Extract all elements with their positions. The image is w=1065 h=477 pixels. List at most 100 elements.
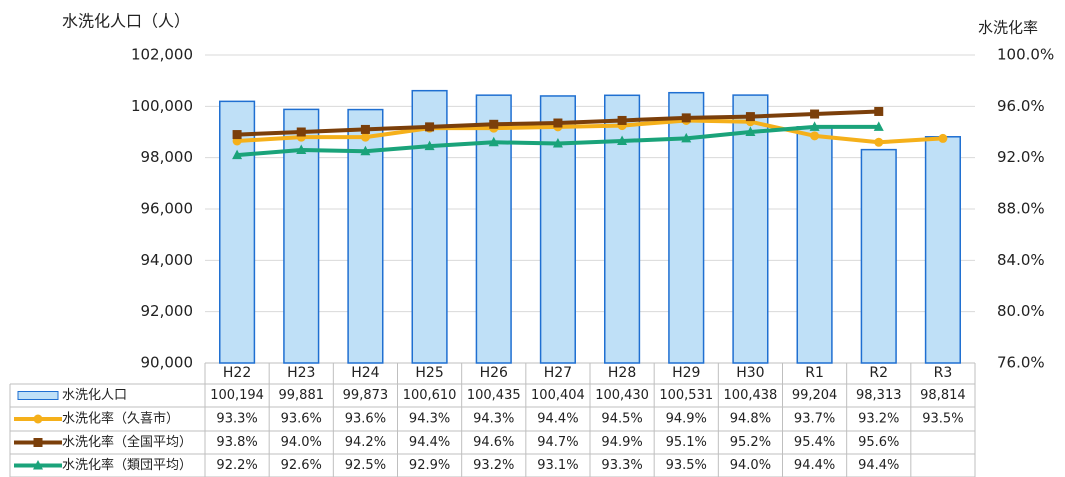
point: [360, 145, 371, 156]
x-tick-label: H30: [736, 365, 764, 381]
table-cell: 98,313: [856, 388, 902, 403]
x-tick-label: H26: [480, 365, 508, 381]
table-cell: 94.2%: [345, 435, 386, 450]
y2-axis-title: 水洗化率: [978, 19, 1038, 37]
table-cell: 94.5%: [601, 412, 642, 427]
point: [489, 119, 499, 129]
table-cell: 94.9%: [666, 412, 707, 427]
y2-tick-label: 76.0%: [997, 354, 1045, 372]
table-cell: 98,814: [920, 388, 966, 403]
point: [552, 138, 563, 148]
table-cell: 93.6%: [345, 412, 386, 427]
table-cell: 95.4%: [794, 435, 835, 450]
table-cell: 100,610: [403, 388, 457, 403]
table-cell: 95.2%: [730, 435, 771, 450]
x-tick-label: H24: [351, 365, 379, 381]
point: [681, 132, 692, 143]
y-axis-title: 水洗化人口（人）: [62, 12, 190, 31]
table-cell: 93.2%: [858, 412, 899, 427]
table-cell: 94.0%: [730, 458, 771, 473]
legend-label: 水洗化率（類団平均）: [62, 457, 192, 473]
point: [810, 109, 820, 119]
point: [617, 135, 628, 145]
table-cell: 93.1%: [537, 458, 578, 473]
point: [488, 136, 499, 147]
point: [874, 137, 884, 147]
point: [425, 122, 435, 132]
x-tick-label: H29: [672, 365, 700, 381]
table-cell: 94.4%: [858, 458, 899, 473]
point: [810, 131, 820, 141]
table-cell: 94.4%: [537, 412, 578, 427]
table-cell: 94.8%: [730, 412, 771, 427]
table-cell: 100,430: [595, 388, 649, 403]
legend-label: 水洗化人口: [62, 388, 127, 403]
x-tick-label: R1: [805, 365, 824, 381]
bar: [539, 95, 576, 364]
bar: [475, 94, 512, 364]
table-cell: 99,873: [343, 388, 389, 403]
point: [33, 460, 43, 470]
point: [33, 438, 43, 447]
table-cell: 100,194: [210, 388, 264, 403]
y2-tick-label: 100.0%: [997, 46, 1054, 64]
table-cell: 99,881: [279, 388, 325, 403]
y2-tick-label: 92.0%: [997, 148, 1045, 166]
table-cell: 92.2%: [216, 458, 257, 473]
table-cell: 93.5%: [922, 412, 963, 427]
point: [745, 126, 756, 136]
table-cell: 94.0%: [281, 435, 322, 450]
bar: [796, 126, 833, 364]
x-tick-label: H23: [287, 365, 315, 381]
table-cell: 93.2%: [473, 458, 514, 473]
point: [873, 121, 884, 131]
table-cell: 94.4%: [794, 458, 835, 473]
point: [360, 124, 370, 134]
x-tick-label: H22: [223, 365, 251, 381]
table-cell: 94.6%: [473, 435, 514, 450]
y-tick-label: 94,000: [141, 251, 194, 269]
table-cell: 100,404: [531, 388, 585, 403]
point: [232, 149, 243, 160]
y-tick-label: 98,000: [141, 148, 194, 166]
y-tick-label: 100,000: [131, 97, 193, 115]
y-tick-label: 96,000: [141, 200, 194, 218]
legend-label: 水洗化率（全国平均）: [62, 434, 192, 450]
y2-tick-label: 84.0%: [997, 251, 1045, 269]
table-cell: 100,531: [659, 388, 713, 403]
table-cell: 93.3%: [601, 458, 642, 473]
table-cell: 92.9%: [409, 458, 450, 473]
table-cell: 94.9%: [601, 435, 642, 450]
table-cell: 100,435: [467, 388, 521, 403]
point: [809, 121, 820, 131]
bar: [604, 94, 641, 364]
table-cell: 92.5%: [345, 458, 386, 473]
legend-label: 水洗化率（久喜市）: [62, 411, 179, 427]
table-cell: 93.7%: [794, 412, 835, 427]
bar: [924, 136, 961, 364]
x-tick-label: R2: [869, 365, 888, 381]
line: [236, 118, 944, 145]
y-tick-label: 92,000: [141, 302, 194, 320]
point: [33, 414, 43, 424]
x-tick-label: H28: [608, 365, 636, 381]
point: [360, 132, 370, 142]
y-tick-label: 90,000: [141, 354, 194, 372]
table-cell: 94.4%: [409, 435, 450, 450]
point: [424, 140, 435, 151]
y2-tick-label: 88.0%: [997, 200, 1045, 218]
table-cell: 94.7%: [537, 435, 578, 450]
point: [681, 113, 691, 123]
y2-tick-label: 96.0%: [997, 97, 1045, 115]
table-cell: 95.6%: [858, 435, 899, 450]
table-cell: 93.5%: [666, 458, 707, 473]
x-tick-label: H25: [415, 365, 443, 381]
table-cell: 94.3%: [409, 412, 450, 427]
bar: [411, 89, 448, 364]
table-cell: 92.6%: [281, 458, 322, 473]
table-cell: 93.8%: [216, 435, 257, 450]
point: [296, 127, 306, 137]
point: [232, 130, 242, 140]
point: [553, 118, 563, 128]
